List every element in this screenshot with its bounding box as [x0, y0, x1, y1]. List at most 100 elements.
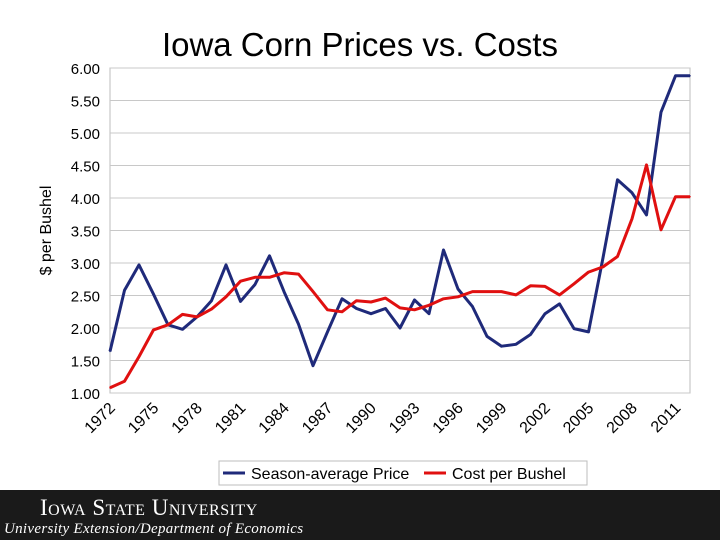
- x-tick-label: 2008: [604, 400, 641, 437]
- data-point-series-0: [674, 75, 677, 77]
- data-point-series-0: [370, 312, 372, 315]
- x-tick-label: 1975: [125, 400, 162, 437]
- x-tick-label: 1984: [256, 400, 293, 437]
- y-tick-label: 6.00: [71, 61, 100, 78]
- data-point-series-0: [312, 364, 314, 367]
- y-tick-label: 4.50: [71, 159, 100, 176]
- y-tick-label: 1.00: [71, 386, 100, 403]
- data-point-series-0: [384, 307, 387, 310]
- x-tick-label: 2005: [560, 400, 597, 437]
- x-tick-label: 1978: [169, 400, 206, 437]
- data-point-series-1: [341, 310, 343, 313]
- x-tick-label: 1999: [473, 400, 510, 437]
- data-point-series-1: [399, 307, 401, 309]
- data-point-series-0: [645, 214, 648, 216]
- data-point-series-1: [558, 294, 561, 296]
- y-tick-label: 4.00: [71, 191, 100, 208]
- data-point-series-0: [544, 312, 546, 315]
- legend-label-0: Season-average Price: [251, 466, 409, 483]
- data-point-series-0: [341, 297, 343, 300]
- data-point-series-1: [631, 218, 633, 220]
- data-point-series-0: [529, 333, 532, 336]
- y-tick-label: 2.50: [71, 289, 100, 306]
- data-point-series-1: [181, 313, 184, 316]
- x-tick-label: 1990: [343, 400, 380, 437]
- department-text: University Extension/Department of Econo…: [4, 521, 304, 537]
- data-point-series-1: [239, 280, 242, 283]
- data-point-series-1: [355, 299, 358, 302]
- data-point-series-0: [486, 335, 488, 338]
- data-point-series-1: [428, 304, 430, 307]
- data-point-series-1: [225, 296, 227, 298]
- line-chart: 1.00 1.50 2.00 2.50 3.00 3.50 4.00 4.50 5.00 5.50…: [38, 61, 691, 486]
- legend-label-1: Cost per Bushel: [452, 466, 566, 483]
- data-point-series-0: [457, 288, 459, 290]
- data-point-series-0: [500, 345, 503, 348]
- footer-bar: Iowa State University University Extensi…: [0, 490, 720, 540]
- data-point-series-0: [283, 290, 285, 293]
- y-tick-label: 3.50: [71, 224, 100, 241]
- data-point-series-1: [138, 355, 140, 358]
- data-point-series-1: [529, 284, 532, 287]
- data-point-series-1: [674, 195, 677, 198]
- chart-title: Iowa Corn Prices vs. Costs: [161, 26, 559, 63]
- data-point-series-0: [239, 300, 242, 303]
- data-point-series-1: [196, 316, 198, 318]
- data-point-series-1: [384, 297, 387, 299]
- legend-box: [218, 460, 588, 486]
- data-point-series-1: [297, 273, 300, 275]
- data-point-series-1: [471, 290, 474, 293]
- data-point-series-0: [138, 264, 140, 266]
- data-point-series-1: [602, 266, 604, 268]
- data-point-series-0: [152, 293, 155, 296]
- university-logo-text: Iowa State University: [40, 495, 258, 520]
- data-point-series-0: [442, 249, 445, 251]
- data-point-series-1: [109, 387, 111, 389]
- data-point-series-1: [500, 290, 503, 293]
- y-tick-label: 5.50: [71, 94, 100, 111]
- y-tick-label: 2.00: [71, 321, 100, 338]
- y-axis-label: $ per Bushel: [38, 186, 55, 276]
- data-point-series-0: [181, 328, 184, 331]
- data-point-series-1: [167, 323, 169, 326]
- data-point-series-1: [442, 297, 445, 300]
- data-point-series-1: [283, 271, 285, 274]
- series-line-0: [108, 74, 690, 368]
- data-point-series-1: [370, 301, 372, 303]
- data-point-series-1: [210, 308, 213, 310]
- data-point-series-0: [515, 343, 517, 346]
- data-point-series-0: [123, 289, 126, 292]
- y-tick-label: 5.00: [71, 126, 100, 143]
- data-point-series-0: [399, 327, 401, 329]
- x-tick-label: 1993: [386, 400, 423, 437]
- data-point-series-1: [544, 285, 546, 288]
- data-point-series-0: [689, 75, 691, 77]
- x-tick-label: 1981: [212, 400, 249, 437]
- data-point-series-1: [486, 290, 488, 293]
- data-point-series-0: [587, 331, 590, 333]
- x-tick-label: 2002: [517, 400, 554, 437]
- y-tick-label: 3.00: [71, 256, 100, 273]
- data-point-series-1: [587, 271, 590, 273]
- data-point-series-1: [689, 195, 691, 198]
- data-point-series-0: [413, 299, 416, 301]
- data-point-series-0: [355, 307, 358, 310]
- data-point-series-0: [616, 179, 619, 181]
- x-tick-label: 1972: [82, 400, 119, 437]
- data-point-series-0: [573, 327, 575, 330]
- data-point-series-0: [268, 255, 271, 257]
- x-tick-label: 1987: [299, 400, 336, 437]
- data-point-series-0: [297, 323, 300, 325]
- data-point-series-1: [254, 276, 256, 279]
- x-tick-label: 1996: [430, 400, 467, 437]
- data-point-series-0: [225, 264, 227, 266]
- data-point-series-1: [268, 276, 271, 279]
- data-point-series-1: [312, 290, 314, 293]
- data-point-series-1: [123, 380, 126, 383]
- data-point-series-0: [471, 305, 474, 308]
- data-point-series-1: [515, 294, 517, 296]
- data-point-series-1: [573, 283, 575, 285]
- data-point-series-0: [558, 303, 561, 305]
- data-point-series-0: [210, 299, 213, 302]
